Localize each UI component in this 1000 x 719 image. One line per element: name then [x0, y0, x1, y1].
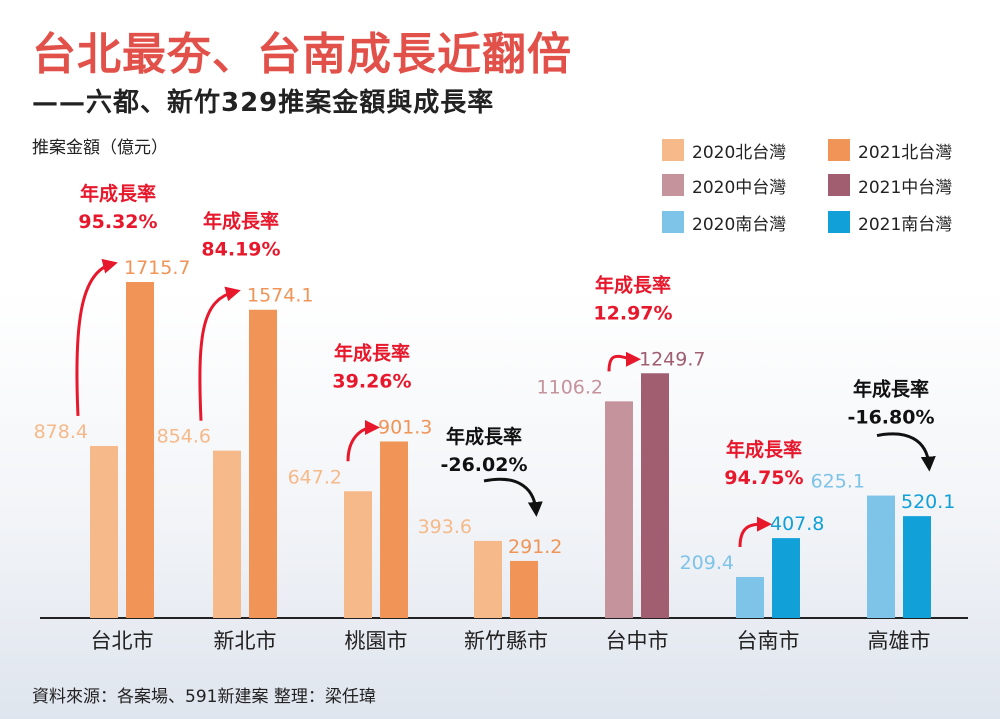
legend-item: 2020中台灣 [662, 173, 787, 198]
legend-item: 2021南台灣 [828, 210, 953, 235]
decline-arrow [483, 477, 543, 517]
bar-2020 [605, 401, 633, 618]
category-label: 新竹縣市 [464, 629, 548, 653]
bar-2020 [736, 576, 764, 618]
y-axis-label: 推案金額（億元） [32, 138, 168, 158]
legend-swatch [828, 174, 850, 196]
bar-2020 [867, 495, 895, 618]
bar-value-label-2021: 1249.7 [639, 348, 705, 370]
bar-value-label-2020: 1106.2 [537, 376, 603, 398]
growth-rate-value: 12.97% [593, 302, 672, 324]
growth-rate-value: 84.19% [201, 239, 280, 261]
category-label: 高雄市 [868, 629, 931, 653]
chart-title: 台北最夯、台南成長近翻倍 [32, 29, 572, 80]
legend-label: 2021南台灣 [858, 214, 953, 235]
bar-value-label-2021: 291.2 [508, 536, 562, 558]
growth-rate-heading: 年成長率 [726, 438, 802, 461]
bar-value-label-2021: 520.1 [901, 491, 955, 513]
growth-arrow [198, 286, 241, 421]
legend-swatch [662, 174, 684, 196]
growth-arrow [75, 258, 118, 417]
legend-swatch [662, 211, 684, 233]
bar-2021 [772, 538, 800, 618]
bar-value-label-2020: 393.6 [418, 516, 472, 538]
bar-value-label-2020: 854.6 [157, 426, 211, 448]
growth-rate-heading: 年成長率 [853, 378, 929, 401]
category-label: 台北市 [91, 629, 154, 653]
bar-2021 [126, 282, 154, 618]
bar-2021 [903, 516, 931, 618]
decline-arrow [876, 432, 936, 472]
growth-rate-value: 39.26% [332, 370, 411, 392]
legend-label: 2020南台灣 [692, 214, 787, 235]
growth-rate-heading: 年成長率 [595, 273, 671, 296]
category-label: 台南市 [737, 629, 800, 653]
legend-label: 2020北台灣 [692, 142, 787, 163]
category-label: 台中市 [606, 629, 669, 653]
bar-value-label-2021: 1715.7 [124, 257, 190, 279]
growth-rate-value: 95.32% [78, 211, 157, 233]
bar-value-label-2021: 1574.1 [247, 285, 313, 307]
bar-2020 [90, 445, 118, 618]
legend-item: 2020北台灣 [662, 138, 787, 163]
legend-swatch [828, 211, 850, 233]
bar-value-label-2020: 647.2 [288, 466, 342, 488]
growth-rate-value: -16.80% [847, 407, 934, 429]
bar-2021 [249, 309, 277, 618]
legend-label: 2021中台灣 [858, 177, 953, 198]
category-label: 新北市 [214, 629, 277, 653]
growth-rate-heading: 年成長率 [203, 210, 279, 233]
legend-swatch [828, 139, 850, 161]
growth-rate-heading: 年成長率 [334, 341, 410, 364]
bar-value-label-2021: 901.3 [378, 416, 432, 438]
bar-2021 [380, 441, 408, 618]
bar-2020 [474, 540, 502, 618]
bar-2020 [344, 491, 372, 618]
growth-rate-value: -26.02% [440, 454, 527, 476]
legend-item: 2020南台灣 [662, 210, 787, 235]
category-label: 桃園市 [345, 629, 408, 653]
legend-item: 2021中台灣 [828, 173, 953, 198]
bar-2021 [641, 373, 669, 618]
bar-value-label-2020: 878.4 [34, 421, 88, 443]
bar-value-label-2021: 407.8 [770, 513, 824, 535]
bar-2021 [510, 560, 538, 618]
chart-subtitle: ——六都、新竹329推案金額與成長率 [32, 88, 495, 118]
legend-swatch [662, 139, 684, 161]
bar-value-label-2020: 209.4 [680, 552, 734, 574]
legend-label: 2020中台灣 [692, 177, 787, 198]
source-note: 資料來源：各案場、591新建案 整理：梁任瑋 [32, 687, 376, 707]
growth-rate-value: 94.75% [724, 467, 803, 489]
bar-2020 [213, 450, 241, 618]
legend-label: 2021北台灣 [858, 142, 953, 163]
growth-arrow [738, 516, 772, 548]
growth-rate-heading: 年成長率 [446, 425, 522, 448]
legend-item: 2021北台灣 [828, 138, 953, 163]
growth-arrow [346, 419, 380, 462]
growth-rate-heading: 年成長率 [80, 182, 156, 205]
bar-value-label-2020: 625.1 [811, 471, 865, 493]
growth-arrow [607, 351, 641, 372]
